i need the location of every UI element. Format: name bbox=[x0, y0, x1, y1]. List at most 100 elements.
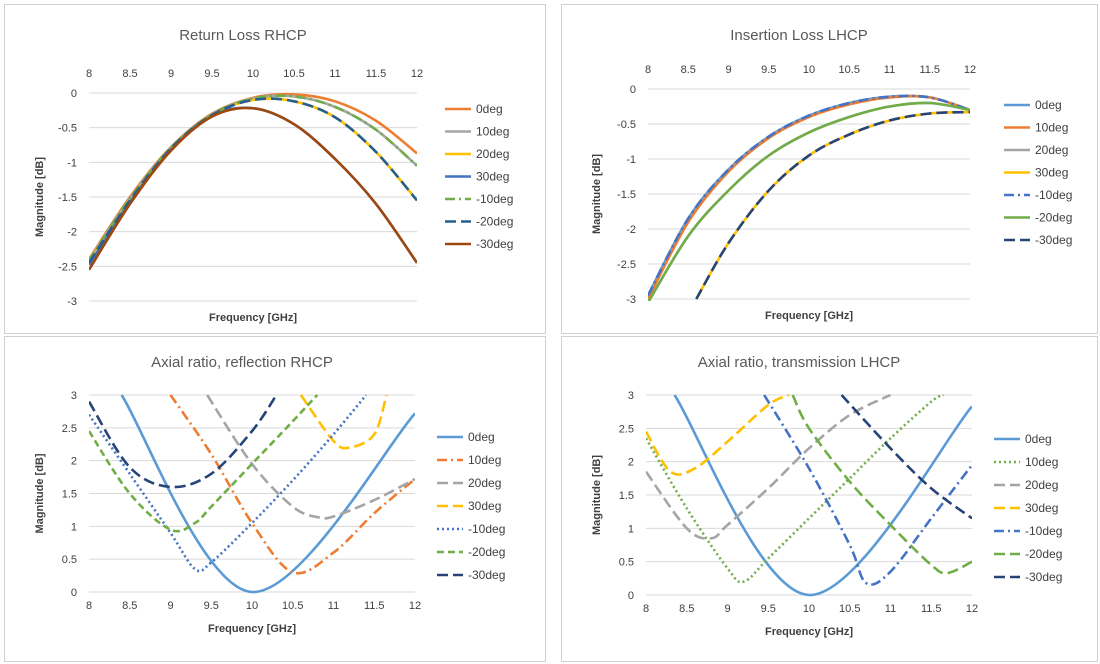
series-line-30deg bbox=[89, 394, 278, 489]
legend-label-30deg: -30deg bbox=[476, 237, 513, 251]
legend-label-30deg: -30deg bbox=[468, 568, 505, 582]
series-line-30deg bbox=[695, 110, 970, 300]
legend-label-30deg: -30deg bbox=[1035, 233, 1072, 247]
x-tick-label: 10 bbox=[247, 68, 259, 80]
plot-area bbox=[89, 394, 415, 594]
x-tick-label: 10 bbox=[803, 603, 815, 615]
series-line-10deg bbox=[648, 94, 970, 297]
series-line-10deg bbox=[89, 94, 417, 262]
legend-label-20deg: -20deg bbox=[476, 215, 513, 229]
x-tick-label: 10.5 bbox=[283, 68, 304, 80]
y-tick-label: -1.5 bbox=[617, 189, 636, 201]
y-tick-label: -1 bbox=[67, 157, 77, 169]
legend-label-30deg: 30deg bbox=[1025, 501, 1058, 515]
y-tick-label: -2 bbox=[67, 227, 77, 239]
y-tick-label: 0 bbox=[71, 587, 77, 599]
chart-title: Insertion Loss LHCP bbox=[730, 27, 868, 44]
series-line-10deg bbox=[89, 94, 417, 262]
x-axis-title: Frequency [GHz] bbox=[209, 312, 297, 324]
y-tick-label: -3 bbox=[67, 296, 77, 308]
series-line-10deg bbox=[89, 394, 368, 573]
legend-label-20deg: 20deg bbox=[1035, 143, 1068, 157]
series-line-20deg bbox=[206, 394, 415, 520]
series-line-20deg bbox=[648, 101, 970, 301]
series-line-10deg bbox=[763, 394, 972, 586]
chart-panel-axial-ratio-transmission-lhcp: Axial ratio, transmission LHCP 3 2.5 2 1.5 1 0… bbox=[561, 336, 1098, 662]
x-tick-label: 9.5 bbox=[761, 64, 776, 76]
legend-label-10deg: -10deg bbox=[1035, 188, 1072, 202]
y-tick-label: -0.5 bbox=[617, 119, 636, 131]
chart-title: Return Loss RHCP bbox=[179, 27, 307, 44]
y-tick-label: -1 bbox=[626, 154, 636, 166]
y-tick-label: 3 bbox=[628, 390, 634, 402]
chart-panel-axial-ratio-reflection-rhcp: Axial ratio, reflection RHCP 3 2.5 2 1.5 1 0.5… bbox=[4, 336, 546, 662]
plot-area bbox=[646, 393, 972, 597]
x-tick-label: 8 bbox=[86, 68, 92, 80]
y-tick-label: 0.5 bbox=[619, 557, 634, 569]
y-tick-label: -2.5 bbox=[617, 259, 636, 271]
legend-label-30deg: -30deg bbox=[1025, 570, 1062, 584]
x-tick-label: 11 bbox=[328, 600, 339, 612]
series-line-30deg bbox=[299, 394, 388, 450]
plot-area bbox=[89, 92, 417, 271]
x-tick-label: 8.5 bbox=[122, 68, 137, 80]
x-tick-label: 12 bbox=[409, 600, 421, 612]
x-tick-label: 11.5 bbox=[366, 68, 387, 80]
series-line-0deg bbox=[648, 94, 970, 297]
x-tick-label: 10 bbox=[803, 64, 815, 76]
legend-label-10deg: 10deg bbox=[1025, 455, 1058, 469]
legend-label-10deg: 10deg bbox=[476, 125, 509, 139]
x-tick-label: 12 bbox=[411, 68, 423, 80]
x-tick-label: 12 bbox=[964, 64, 976, 76]
chart-panel-return-loss-rhcp: Return Loss RHCP 0 -0.5 -1 -1.5 -2 -2.5 -3 8 8.5 9… bbox=[4, 4, 546, 334]
series-line-20deg bbox=[89, 97, 417, 264]
series-line-20deg bbox=[89, 394, 319, 533]
y-tick-label: -2.5 bbox=[58, 261, 77, 273]
legend-label-30deg: 30deg bbox=[468, 499, 501, 513]
y-tick-label: 0.5 bbox=[62, 554, 77, 566]
x-tick-label: 8 bbox=[86, 600, 92, 612]
y-axis-title: Magnitude [dB] bbox=[34, 453, 46, 533]
chart-panel-insertion-loss-lhcp: Insertion Loss LHCP 0 -0.5 -1 -1.5 -2 -2.5 -3 8 8… bbox=[561, 4, 1098, 334]
legend-label-10deg: 10deg bbox=[1035, 121, 1068, 135]
x-tick-label: 12 bbox=[966, 603, 978, 615]
legend-label-20deg: 20deg bbox=[1025, 478, 1058, 492]
y-tick-label: 0 bbox=[630, 84, 636, 96]
x-tick-label: 11.5 bbox=[921, 603, 942, 615]
x-tick-label: 9.5 bbox=[761, 603, 776, 615]
chart-svg: Axial ratio, reflection RHCP32.521.510.5… bbox=[34, 354, 505, 635]
series-line-0deg bbox=[89, 92, 417, 261]
x-axis-title: Frequency [GHz] bbox=[765, 626, 853, 638]
legend-label-20deg: -20deg bbox=[1025, 547, 1062, 561]
y-tick-label: 1 bbox=[628, 523, 634, 535]
x-tick-label: 8.5 bbox=[681, 64, 696, 76]
x-tick-label: 9 bbox=[167, 600, 173, 612]
series-line-20deg bbox=[646, 393, 892, 540]
y-tick-label: 1.5 bbox=[619, 490, 634, 502]
y-tick-label: -2 bbox=[626, 224, 636, 236]
chart-svg: Return Loss RHCP 0 -0.5 -1 -1.5 -2 -2.5 -3 8 8.5 9… bbox=[34, 27, 513, 324]
x-tick-label: 10.5 bbox=[282, 600, 303, 612]
y-axis-title: Magnitude [dB] bbox=[591, 154, 603, 234]
x-tick-label: 11 bbox=[329, 68, 340, 80]
legend-label-20deg: -20deg bbox=[1035, 211, 1072, 225]
legend-label-30deg: 30deg bbox=[476, 170, 509, 184]
x-tick-label: 11.5 bbox=[364, 600, 385, 612]
x-tick-label: 8.5 bbox=[679, 603, 694, 615]
chart-title: Axial ratio, reflection RHCP bbox=[151, 354, 333, 371]
x-tick-label: 8.5 bbox=[122, 600, 137, 612]
chart-svg: Insertion Loss LHCP 0 -0.5 -1 -1.5 -2 -2.5 -3 8 8… bbox=[591, 27, 1072, 322]
legend-label-30deg: 30deg bbox=[1035, 166, 1068, 180]
legend-label-20deg: 20deg bbox=[468, 476, 501, 490]
y-tick-label: 0 bbox=[71, 88, 77, 100]
y-axis-title: Magnitude [dB] bbox=[34, 157, 46, 237]
y-tick-label: 0 bbox=[628, 590, 634, 602]
x-tick-label: 10.5 bbox=[839, 603, 860, 615]
x-tick-label: 11 bbox=[885, 603, 896, 615]
y-tick-label: 1 bbox=[71, 521, 77, 533]
legend-label-10deg: 10deg bbox=[468, 453, 501, 467]
series-line-0deg bbox=[673, 394, 972, 597]
legend-label-0deg: 0deg bbox=[468, 430, 495, 444]
series-line-30deg bbox=[646, 393, 790, 476]
y-tick-label: -1.5 bbox=[58, 192, 77, 204]
